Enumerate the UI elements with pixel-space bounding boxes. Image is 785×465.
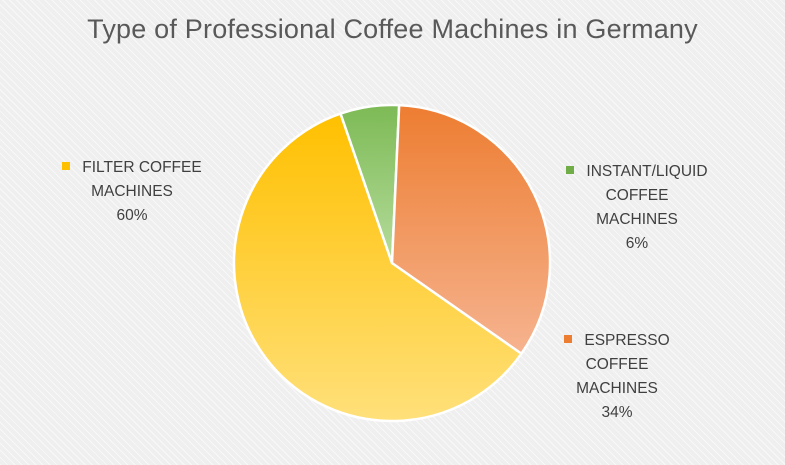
- slice-label-filter-coffee-machines: FILTER COFFEE MACHINES 60%: [52, 156, 212, 228]
- slice-label-instant-liquid-coffee-machines: INSTANT/LIQUID COFFEE MACHINES 6%: [552, 160, 722, 256]
- legend-marker-instant: [566, 165, 575, 174]
- slice-label-instant-line1: INSTANT/LIQUID: [586, 163, 708, 180]
- legend-marker-espresso: [564, 334, 573, 343]
- slice-label-instant-line2: COFFEE: [605, 187, 669, 204]
- slice-label-filter-line1: FILTER COFFEE: [82, 159, 202, 176]
- slice-label-espresso-line2: COFFEE: [585, 356, 649, 373]
- pie-slice-filter-coffee-machines: [232, 112, 523, 423]
- slice-label-espresso-line3: MACHINES: [576, 380, 658, 397]
- slice-percent-instant: 6%: [625, 235, 649, 252]
- slice-label-espresso-coffee-machines: ESPRESSO COFFEE MACHINES 34%: [552, 329, 682, 425]
- legend-marker-filter: [62, 161, 71, 170]
- chart-title: Type of Professional Coffee Machines in …: [87, 14, 698, 44]
- slice-percent-filter: 60%: [116, 207, 148, 224]
- slice-label-instant-line3: MACHINES: [596, 211, 678, 228]
- slice-label-filter-line2: MACHINES: [91, 183, 173, 200]
- slice-label-espresso-line1: ESPRESSO: [584, 332, 670, 349]
- slice-percent-espresso: 34%: [601, 404, 633, 421]
- pie-slice-espresso-coffee-machines: [390, 103, 552, 355]
